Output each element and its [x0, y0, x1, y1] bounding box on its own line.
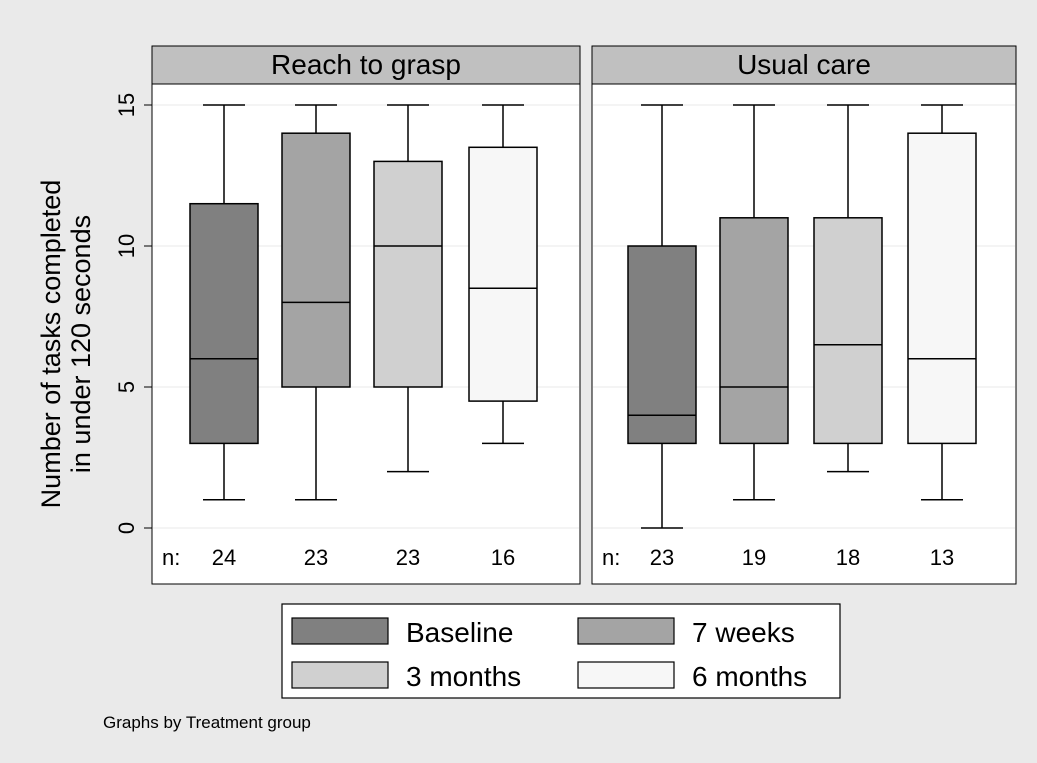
legend-swatch-3-months	[291, 661, 389, 689]
y-tick-label: 0	[114, 522, 139, 534]
figure-note: Graphs by Treatment group	[103, 713, 311, 732]
legend-label: Baseline	[406, 617, 513, 648]
y-tick-label: 5	[114, 381, 139, 393]
legend-label: 7 weeks	[692, 617, 795, 648]
panel-title-strip	[591, 45, 1017, 85]
n-count-label: 18	[836, 545, 860, 570]
y-tick-label: 10	[114, 234, 139, 258]
box-6-months	[468, 146, 538, 402]
box-baseline	[189, 202, 259, 445]
y-tick-label: 15	[114, 93, 139, 117]
y-axis-title-line-2: in under 120 seconds	[66, 215, 96, 473]
box-7-weeks	[719, 217, 789, 445]
n-count-label: 13	[930, 545, 954, 570]
box-3-months	[373, 160, 443, 388]
n-count-label: 19	[742, 545, 766, 570]
panel-title: Usual care	[737, 49, 871, 80]
box-3-months	[813, 217, 883, 445]
legend-label: 3 months	[406, 661, 521, 692]
n-prefix-label: n:	[602, 545, 620, 570]
legend-swatch-baseline	[291, 617, 389, 645]
legend-swatch-7-weeks	[577, 617, 675, 645]
n-count-label: 23	[650, 545, 674, 570]
box-6-months	[907, 132, 977, 445]
y-axis-title-line-1: Number of tasks completed	[36, 180, 66, 509]
n-count-label: 24	[212, 545, 236, 570]
legend-swatch-6-months	[577, 661, 675, 689]
n-count-label: 23	[304, 545, 328, 570]
box-baseline	[627, 245, 697, 445]
n-count-label: 16	[491, 545, 515, 570]
legend-label: 6 months	[692, 661, 807, 692]
panel-title: Reach to grasp	[271, 49, 461, 80]
n-count-label: 23	[396, 545, 420, 570]
box-7-weeks	[281, 132, 351, 388]
panel-title-strip	[151, 45, 581, 85]
n-prefix-label: n:	[162, 545, 180, 570]
